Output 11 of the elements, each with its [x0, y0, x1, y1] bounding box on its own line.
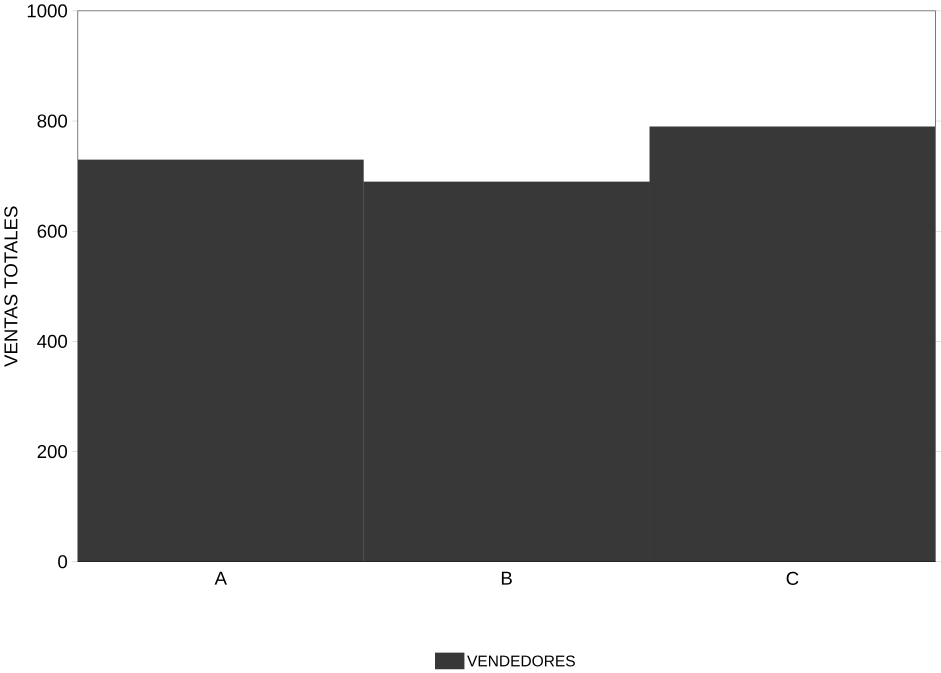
y-axis-title: VENTAS TOTALES — [4, 206, 18, 367]
y-tick-label: 0 — [58, 554, 68, 568]
y-tick-label: 200 — [38, 444, 68, 458]
x-tick-label: A — [214, 572, 227, 584]
y-tick-label: 1000 — [28, 4, 68, 18]
y-tick-label: 400 — [37, 334, 68, 348]
x-tick-label: C — [786, 572, 798, 585]
y-tick-label: 600 — [38, 224, 68, 238]
legend-label: VENDEDORES — [467, 655, 575, 666]
x-tick-label: B — [502, 572, 512, 584]
y-tick-label: 800 — [38, 114, 68, 128]
